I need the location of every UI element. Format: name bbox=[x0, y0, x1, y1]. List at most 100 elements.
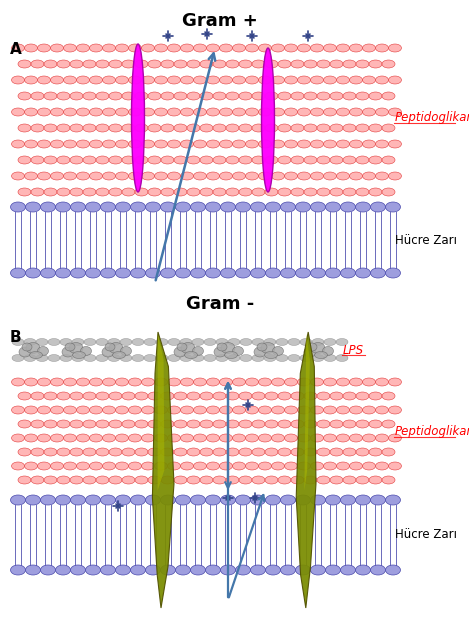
Ellipse shape bbox=[103, 434, 115, 442]
Ellipse shape bbox=[226, 92, 239, 100]
Ellipse shape bbox=[76, 140, 90, 148]
Ellipse shape bbox=[168, 338, 180, 346]
Ellipse shape bbox=[363, 406, 376, 414]
Ellipse shape bbox=[285, 462, 297, 470]
Ellipse shape bbox=[240, 354, 252, 361]
Ellipse shape bbox=[192, 346, 204, 356]
Ellipse shape bbox=[233, 172, 245, 180]
Ellipse shape bbox=[233, 378, 245, 386]
Ellipse shape bbox=[44, 124, 57, 132]
Polygon shape bbox=[304, 334, 310, 491]
Ellipse shape bbox=[181, 434, 194, 442]
Ellipse shape bbox=[31, 124, 44, 132]
Ellipse shape bbox=[129, 172, 142, 180]
Ellipse shape bbox=[285, 406, 297, 414]
Ellipse shape bbox=[70, 124, 83, 132]
Ellipse shape bbox=[44, 188, 57, 196]
Ellipse shape bbox=[245, 462, 258, 470]
Ellipse shape bbox=[90, 378, 103, 386]
Ellipse shape bbox=[252, 156, 265, 164]
Ellipse shape bbox=[76, 108, 90, 116]
Ellipse shape bbox=[51, 44, 63, 52]
Ellipse shape bbox=[109, 188, 122, 196]
Ellipse shape bbox=[317, 392, 330, 400]
Ellipse shape bbox=[252, 476, 265, 484]
Ellipse shape bbox=[44, 392, 57, 400]
Ellipse shape bbox=[356, 60, 369, 68]
Ellipse shape bbox=[96, 476, 109, 484]
Ellipse shape bbox=[187, 476, 200, 484]
Ellipse shape bbox=[245, 108, 258, 116]
Ellipse shape bbox=[181, 108, 194, 116]
Ellipse shape bbox=[376, 406, 388, 414]
Ellipse shape bbox=[18, 124, 31, 132]
Ellipse shape bbox=[12, 434, 24, 442]
Ellipse shape bbox=[57, 60, 70, 68]
Ellipse shape bbox=[187, 156, 200, 164]
Ellipse shape bbox=[135, 124, 148, 132]
Ellipse shape bbox=[48, 354, 60, 361]
Ellipse shape bbox=[336, 338, 348, 346]
Ellipse shape bbox=[233, 76, 245, 84]
Ellipse shape bbox=[129, 140, 142, 148]
Ellipse shape bbox=[219, 108, 233, 116]
Ellipse shape bbox=[135, 60, 148, 68]
Ellipse shape bbox=[129, 44, 142, 52]
Ellipse shape bbox=[187, 188, 200, 196]
Ellipse shape bbox=[76, 44, 90, 52]
Ellipse shape bbox=[349, 462, 363, 470]
Ellipse shape bbox=[154, 140, 167, 148]
Text: Hücre Zarı: Hücre Zarı bbox=[395, 528, 457, 541]
Ellipse shape bbox=[245, 172, 258, 180]
Ellipse shape bbox=[206, 434, 219, 442]
Ellipse shape bbox=[76, 76, 90, 84]
Ellipse shape bbox=[285, 434, 297, 442]
Ellipse shape bbox=[142, 434, 154, 442]
Ellipse shape bbox=[194, 140, 206, 148]
Ellipse shape bbox=[70, 420, 83, 428]
Ellipse shape bbox=[258, 140, 272, 148]
Ellipse shape bbox=[90, 76, 103, 84]
Ellipse shape bbox=[72, 338, 84, 346]
Ellipse shape bbox=[103, 172, 115, 180]
Ellipse shape bbox=[122, 188, 135, 196]
Ellipse shape bbox=[388, 76, 401, 84]
Ellipse shape bbox=[148, 92, 161, 100]
Ellipse shape bbox=[130, 268, 145, 278]
Ellipse shape bbox=[356, 156, 369, 164]
Ellipse shape bbox=[376, 140, 388, 148]
Ellipse shape bbox=[161, 124, 174, 132]
Ellipse shape bbox=[356, 188, 369, 196]
Ellipse shape bbox=[369, 448, 382, 456]
Ellipse shape bbox=[174, 420, 187, 428]
Ellipse shape bbox=[336, 434, 349, 442]
Ellipse shape bbox=[291, 156, 304, 164]
Ellipse shape bbox=[130, 202, 145, 212]
Ellipse shape bbox=[25, 495, 40, 505]
Ellipse shape bbox=[70, 60, 83, 68]
Ellipse shape bbox=[70, 268, 85, 278]
Ellipse shape bbox=[206, 172, 219, 180]
Ellipse shape bbox=[100, 202, 115, 212]
Ellipse shape bbox=[265, 392, 278, 400]
Ellipse shape bbox=[19, 347, 31, 357]
Ellipse shape bbox=[200, 188, 213, 196]
Ellipse shape bbox=[278, 392, 291, 400]
Ellipse shape bbox=[109, 60, 122, 68]
Ellipse shape bbox=[285, 378, 297, 386]
Ellipse shape bbox=[356, 92, 369, 100]
Ellipse shape bbox=[317, 60, 330, 68]
Ellipse shape bbox=[233, 406, 245, 414]
Ellipse shape bbox=[317, 420, 330, 428]
Ellipse shape bbox=[135, 476, 148, 484]
Ellipse shape bbox=[371, 495, 386, 505]
Ellipse shape bbox=[245, 434, 258, 442]
Ellipse shape bbox=[376, 44, 388, 52]
Ellipse shape bbox=[336, 44, 349, 52]
Ellipse shape bbox=[343, 124, 356, 132]
Ellipse shape bbox=[239, 448, 252, 456]
Ellipse shape bbox=[280, 268, 295, 278]
Ellipse shape bbox=[12, 140, 24, 148]
Ellipse shape bbox=[265, 202, 280, 212]
Ellipse shape bbox=[220, 495, 235, 505]
